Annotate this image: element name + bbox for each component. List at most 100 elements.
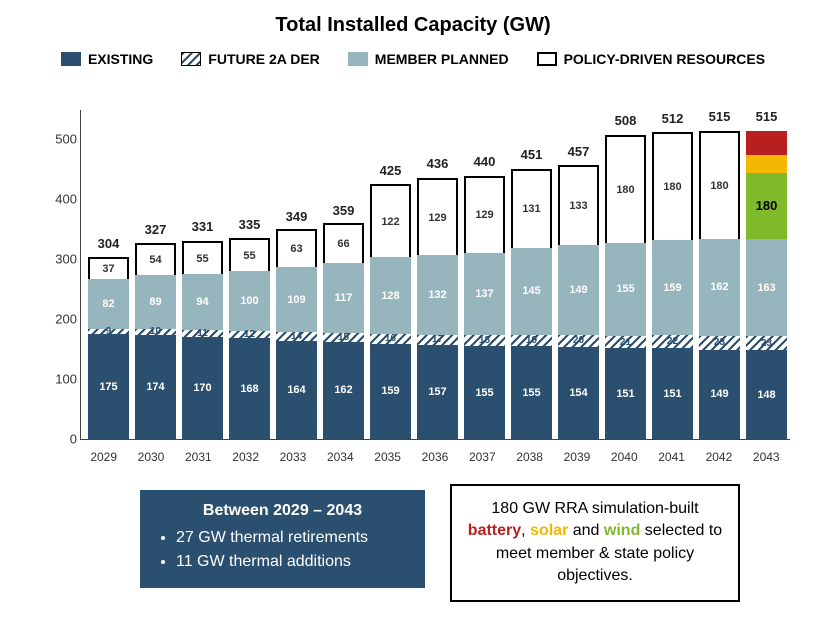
seg-futureder: 11 (182, 330, 223, 337)
seg-policy: 129 (464, 176, 505, 253)
bar-2033: 1641410963349 (273, 229, 320, 439)
seg-existing: 151 (652, 348, 693, 439)
total-label: 359 (320, 203, 367, 218)
chart-title: Total Installed Capacity (GW) (0, 0, 826, 37)
x-tick: 2029 (80, 444, 127, 470)
bar-2036: 15717132129436 (414, 178, 461, 439)
bar-2042: 14923162180515 (696, 131, 743, 439)
seg-solar (746, 155, 787, 173)
seg-member: 100 (229, 271, 270, 331)
swatch-member (348, 52, 368, 66)
seg-policy: 122 (370, 184, 411, 257)
seg-battery (746, 131, 787, 155)
x-tick: 2041 (648, 444, 695, 470)
bar-2034: 1621511766359 (320, 223, 367, 439)
seg-futureder: 19 (511, 335, 552, 346)
total-label: 512 (649, 111, 696, 126)
seg-policy: 129 (417, 178, 458, 255)
callout-blue-heading: Between 2029 – 2043 (158, 502, 407, 520)
total-label: 457 (555, 144, 602, 159)
total-label: 508 (602, 113, 649, 128)
seg-member: 162 (699, 239, 740, 336)
seg-member: 132 (417, 255, 458, 334)
total-label: 349 (273, 209, 320, 224)
seg-policy: 131 (511, 169, 552, 248)
x-tick: 2043 (743, 444, 790, 470)
callout-blue: Between 2029 – 2043 27 GW thermal retire… (140, 490, 425, 588)
plot-area: 1759823730417410895432717011945533116812… (80, 110, 790, 440)
bar-2029: 17598237304 (85, 257, 132, 439)
x-tick: 2031 (175, 444, 222, 470)
total-label: 515 (696, 109, 743, 124)
seg-existing: 168 (229, 338, 270, 439)
seg-futureder: 15 (323, 333, 364, 342)
seg-futureder: 18 (464, 335, 505, 346)
seg-existing: 170 (182, 337, 223, 439)
seg-existing: 157 (417, 345, 458, 439)
total-label: 436 (414, 156, 461, 171)
swatch-existing (61, 52, 81, 66)
seg-policy: 54 (135, 243, 176, 275)
y-tick: 200 (41, 312, 77, 327)
legend-label: MEMBER PLANNED (375, 51, 509, 67)
seg-policy: 133 (558, 165, 599, 245)
callout-white: 180 GW RRA simulation-built battery, sol… (450, 484, 740, 602)
x-tick: 2042 (695, 444, 742, 470)
x-axis: 2029203020312032203320342035203620372038… (80, 444, 790, 470)
total-label: 440 (461, 154, 508, 169)
seg-member: 159 (652, 240, 693, 335)
seg-member: 89 (135, 275, 176, 328)
solar-word: solar (530, 522, 568, 539)
seg-futureder: 22 (652, 335, 693, 348)
x-tick: 2038 (506, 444, 553, 470)
y-tick: 300 (41, 252, 77, 267)
swatch-policy (537, 52, 557, 66)
legend-policy: POLICY-DRIVEN RESOURCES (537, 51, 765, 67)
total-label: 335 (226, 217, 273, 232)
seg-existing: 175 (88, 334, 129, 439)
x-tick: 2036 (411, 444, 458, 470)
bar-2032: 1681210055335 (226, 238, 273, 439)
seg-existing: 159 (370, 344, 411, 439)
seg-futureder: 14 (276, 332, 317, 340)
seg-member: 149 (558, 245, 599, 334)
bar-2043: 14823163180515 (743, 131, 790, 439)
seg-futureder: 17 (417, 335, 458, 345)
x-tick: 2040 (601, 444, 648, 470)
battery-word: battery (468, 522, 521, 539)
x-tick: 2039 (553, 444, 600, 470)
x-tick: 2034 (317, 444, 364, 470)
bars-container: 1759823730417410895432717011945533116812… (81, 110, 790, 439)
total-label: 451 (508, 147, 555, 162)
legend-label: FUTURE 2A DER (208, 51, 320, 67)
seg-member: 117 (323, 263, 364, 333)
seg-policy: 180 (605, 135, 646, 243)
bar-2041: 15122159180512 (649, 132, 696, 439)
y-tick: 100 (41, 372, 77, 387)
seg-member: 94 (182, 274, 223, 330)
seg-existing: 162 (323, 342, 364, 439)
legend-member: MEMBER PLANNED (348, 51, 509, 67)
y-tick: 0 (41, 432, 77, 447)
seg-futureder: 21 (605, 336, 646, 349)
bar-2031: 170119455331 (179, 241, 226, 439)
legend-futureder: FUTURE 2A DER (181, 51, 320, 67)
seg-policy: 180 (652, 132, 693, 240)
bar-2040: 15121155180508 (602, 135, 649, 439)
legend-existing: EXISTING (61, 51, 153, 67)
seg-member: 145 (511, 248, 552, 335)
seg-existing: 148 (746, 350, 787, 439)
seg-existing: 174 (135, 335, 176, 439)
seg-member: 137 (464, 253, 505, 335)
seg-existing: 164 (276, 341, 317, 439)
seg-member: 109 (276, 267, 317, 332)
bar-2030: 174108954327 (132, 243, 179, 439)
total-label: 327 (132, 222, 179, 237)
legend: EXISTING FUTURE 2A DER MEMBER PLANNED PO… (0, 51, 826, 67)
seg-existing: 154 (558, 347, 599, 439)
seg-existing: 155 (464, 346, 505, 439)
x-tick: 2037 (459, 444, 506, 470)
total-label: 515 (743, 109, 790, 124)
seg-policy: 63 (276, 229, 317, 267)
seg-member: 128 (370, 257, 411, 334)
